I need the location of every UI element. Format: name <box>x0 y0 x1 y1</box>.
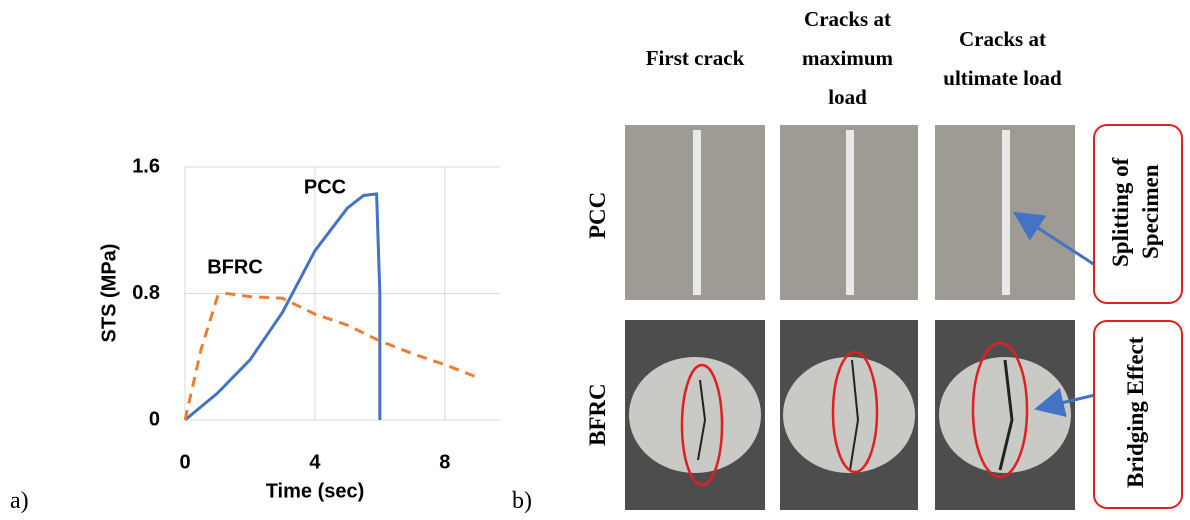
panel-label: a) <box>10 488 29 515</box>
y-tick-label: 0 <box>149 408 160 430</box>
x-axis-label: Time (sec) <box>266 480 365 502</box>
column-header: Cracks at ultimate load <box>940 0 1065 117</box>
x-tick-label: 4 <box>309 451 321 473</box>
page: 00.81.6048Time (sec)STS (MPa)PCCBFRC a) … <box>0 0 1190 520</box>
photo <box>846 130 854 295</box>
series-line <box>185 194 380 420</box>
column-header: Cracks at maximum load <box>785 0 910 117</box>
photo <box>629 357 761 473</box>
panel-label: b) <box>512 488 532 515</box>
photo <box>693 130 701 295</box>
column-header: First crack <box>630 0 760 117</box>
callout: Bridging Effect <box>1100 325 1172 500</box>
photos <box>625 125 1095 510</box>
photo <box>783 357 915 473</box>
y-axis-label: STS (MPa) <box>98 244 120 343</box>
series-label: PCC <box>304 176 346 198</box>
callout: Splitting of Specimen <box>1100 128 1172 296</box>
y-tick-label: 1.6 <box>132 155 160 177</box>
photo <box>1002 130 1010 295</box>
photo <box>939 357 1071 473</box>
row-label: PCC <box>580 130 616 300</box>
x-tick-label: 8 <box>439 451 450 473</box>
row-label: BFRC <box>580 320 616 510</box>
x-tick-label: 0 <box>179 451 190 473</box>
series-label: BFRC <box>207 256 263 278</box>
y-tick-label: 0.8 <box>132 282 160 304</box>
series-line <box>185 294 477 421</box>
